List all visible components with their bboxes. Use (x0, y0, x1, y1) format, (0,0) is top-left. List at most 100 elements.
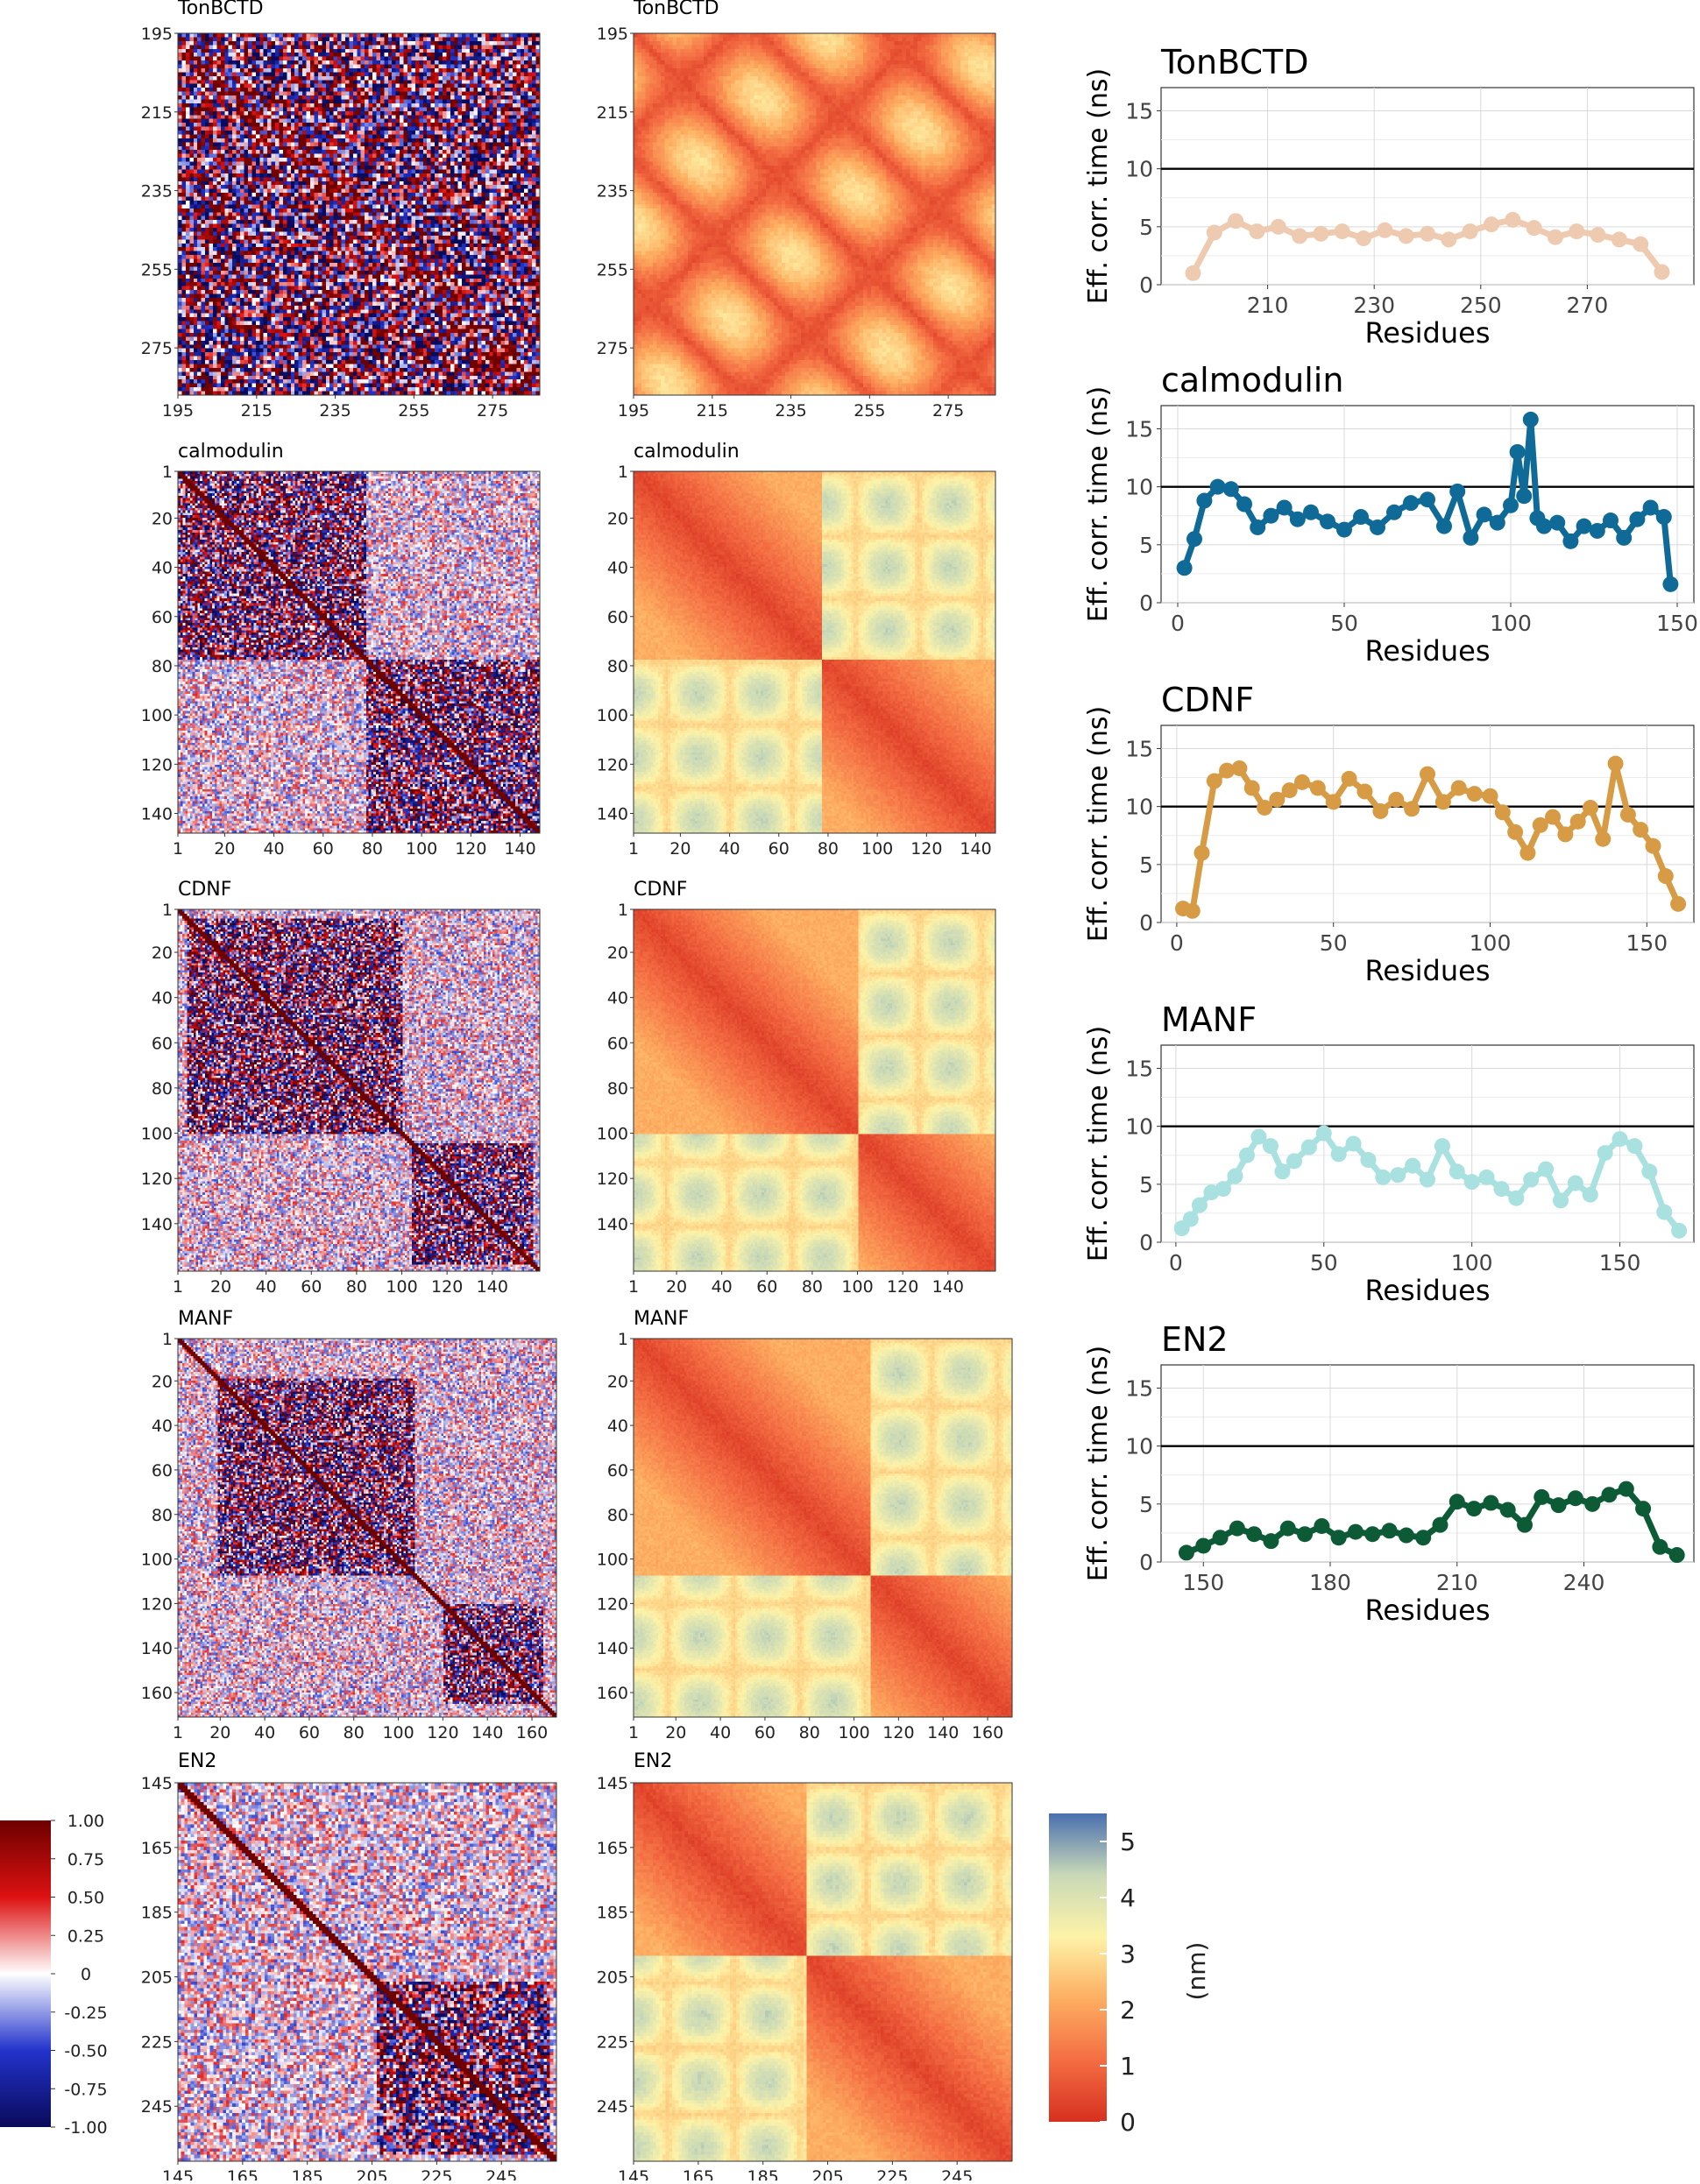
data-point (1377, 222, 1393, 238)
data-point (1450, 780, 1467, 796)
data-point (1372, 802, 1389, 819)
x-tick-label: 210 (1436, 1570, 1478, 1595)
x-tick-label: 60 (299, 1723, 320, 1742)
data-point (1186, 531, 1202, 548)
y-tick-label: 80 (152, 1079, 173, 1099)
y-tick-label: 60 (152, 1461, 173, 1481)
data-point (1238, 1147, 1255, 1163)
data-point (1449, 1163, 1465, 1180)
data-point (1420, 491, 1435, 508)
data-point (1493, 1181, 1510, 1198)
cov-title: TonBCTD (177, 0, 264, 19)
y-tick-label: 100 (597, 706, 628, 725)
data-point (1534, 1488, 1550, 1505)
data-point (1206, 224, 1222, 241)
y-tick-label: 145 (141, 1774, 173, 1793)
cov-matrix (178, 471, 540, 833)
y-tick-label: 10 (1125, 1114, 1153, 1140)
y-tick-label: 10 (1125, 795, 1153, 820)
y-tick-label: 100 (597, 1125, 628, 1144)
x-tick-label: 245 (941, 2167, 973, 2180)
x-tick-label: 60 (769, 839, 790, 859)
plot-panel (1160, 724, 1695, 923)
data-point (1398, 1527, 1414, 1544)
cov-border (177, 908, 541, 1272)
data-point (1353, 509, 1369, 526)
data-point (1641, 1163, 1658, 1180)
x-tick-label: 255 (398, 401, 429, 421)
x-tick-label: 0 (1171, 611, 1185, 636)
cov-border (177, 1338, 557, 1718)
dist-matrix (634, 1783, 1012, 2161)
y-tick-label: 235 (597, 182, 628, 201)
x-tick-label: 50 (1330, 611, 1358, 636)
y-tick-label: 60 (152, 608, 173, 627)
data-point (1532, 816, 1548, 833)
x-tick-label: 100 (382, 1723, 414, 1742)
y-tick-label: 165 (141, 1839, 173, 1858)
x-tick-label: 160 (972, 1723, 1003, 1742)
data-point (1334, 223, 1350, 240)
x-tick-label: 165 (683, 2167, 714, 2180)
x-tick-label: 20 (210, 1277, 231, 1297)
dist-EN2: EN2 145 145 165 165 185 185 205 205 225 225 245 245 (597, 1750, 1013, 2184)
data-point (1262, 1138, 1279, 1155)
y-tick-label: 215 (597, 103, 628, 123)
y-tick-label: 0 (1139, 590, 1153, 616)
data-point (1503, 497, 1519, 513)
y-tick-label: 100 (141, 706, 173, 725)
y-tick-label: 20 (152, 509, 173, 528)
data-point (1203, 1184, 1220, 1201)
y-axis-label: Eff. corr. time (ns) (1083, 1026, 1114, 1262)
x-tick-label: 100 (1490, 611, 1532, 636)
colorbar-tick-label: 2 (1120, 1996, 1136, 2025)
x-tick-label: 50 (1310, 1250, 1338, 1276)
y-tick-label: 245 (597, 2097, 628, 2117)
x-tick-label: 100 (1470, 930, 1512, 956)
data-point (1483, 1495, 1499, 1511)
data-point (1523, 1171, 1540, 1188)
data-point (1314, 1517, 1330, 1534)
data-point (1191, 1197, 1208, 1213)
data-point (1618, 1481, 1634, 1497)
y-axis-label: Eff. corr. time (ns) (1083, 1346, 1114, 1581)
colorbar-tick-label: 0.25 (67, 1926, 104, 1946)
y-tick-label: 120 (141, 755, 173, 774)
y-tick-label: 40 (152, 1417, 173, 1436)
data-point (1303, 504, 1319, 520)
data-point (1567, 1175, 1583, 1191)
data-point (1289, 511, 1306, 527)
data-point (1250, 519, 1266, 535)
data-point (1420, 766, 1435, 782)
data-point (1274, 1163, 1291, 1180)
dist-border (633, 470, 996, 834)
dist-matrix (634, 909, 995, 1271)
data-point (1462, 223, 1478, 240)
dist-title: MANF (634, 1308, 689, 1330)
y-tick-label: 205 (597, 1968, 628, 1988)
y-tick-label: 235 (141, 182, 173, 201)
y-tick-label: 40 (152, 989, 173, 1008)
data-point (1276, 499, 1293, 516)
data-point (1635, 1501, 1652, 1517)
y-tick-label: 15 (1125, 1056, 1153, 1081)
data-point (1403, 495, 1419, 512)
dist-title: CDNF (634, 879, 687, 901)
data-point (1595, 830, 1611, 847)
data-point (1449, 1494, 1465, 1510)
data-point (1589, 522, 1605, 539)
data-point (1330, 1530, 1347, 1546)
data-point (1582, 799, 1598, 816)
data-point (1545, 809, 1562, 825)
data-point (1250, 1128, 1267, 1145)
x-tick-label: 100 (386, 1277, 417, 1297)
data-point (1654, 264, 1670, 280)
data-point (1584, 1495, 1601, 1512)
data-point (1607, 755, 1624, 772)
data-point (1483, 216, 1499, 233)
y-tick-label: 60 (607, 1034, 628, 1053)
data-point (1257, 799, 1273, 816)
x-tick-label: 60 (754, 1723, 776, 1742)
